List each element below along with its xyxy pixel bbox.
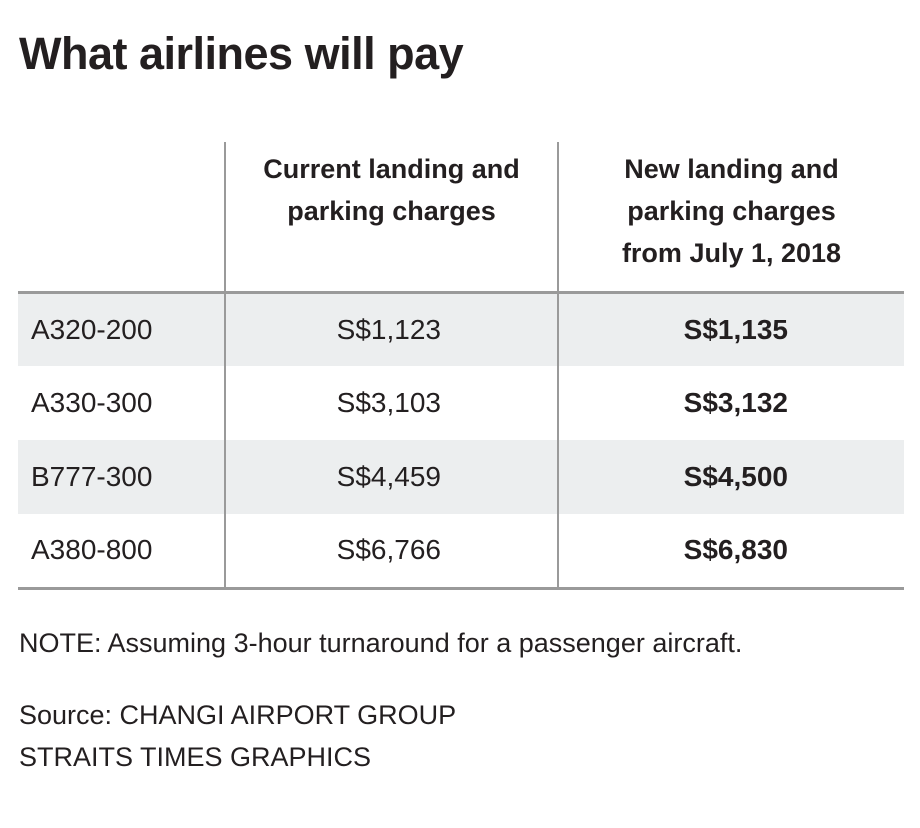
header-new-line-2: parking charges [627,196,836,226]
new-charge-cell: S$3,132 [557,366,904,440]
new-charge-cell: S$4,500 [557,440,904,514]
aircraft-cell: A380-800 [31,534,153,566]
source-credit: Source: CHANGI AIRPORT GROUP STRAITS TIM… [19,694,456,778]
table-row: A330-300 S$3,103 S$3,132 [18,366,904,440]
table-row: A320-200 S$1,123 S$1,135 [18,292,904,366]
header-current-line-1: Current landing and [263,154,520,184]
aircraft-cell: A330-300 [31,387,153,418]
current-charge-cell: S$3,103 [224,366,558,440]
header-current-charges: Current landing and parking charges [224,142,558,292]
header-current-line-2: parking charges [287,196,496,226]
new-charge-cell: S$6,830 [557,514,904,588]
aircraft-cell: B777-300 [31,461,153,492]
charges-table-container: Current landing and parking charges New … [18,142,904,590]
table-header: Current landing and parking charges New … [18,142,904,292]
header-row: Current landing and parking charges New … [18,142,904,292]
footnote: NOTE: Assuming 3-hour turnaround for a p… [19,628,743,658]
credit-line: STRAITS TIMES GRAPHICS [19,742,372,772]
table-row: A380-800 S$6,766 S$6,830 [18,514,904,588]
charges-table: Current landing and parking charges New … [18,142,904,590]
chart-title: What airlines will pay [19,28,464,79]
source-line: Source: CHANGI AIRPORT GROUP [19,700,457,730]
header-aircraft [18,142,225,292]
new-charge-cell: S$1,135 [557,292,904,366]
header-new-line-3: from July 1, 2018 [621,238,842,268]
table-body: A320-200 S$1,123 S$1,135 A330-300 S$3,10… [18,292,904,588]
current-charge-cell: S$6,766 [224,514,558,588]
header-new-line-1: New landing and [624,154,839,184]
header-new-charges: New landing and parking charges from Jul… [557,142,904,292]
current-charge-cell: S$4,459 [224,440,558,514]
current-charge-cell: S$1,123 [224,292,558,366]
table-row: B777-300 S$4,459 S$4,500 [18,440,904,514]
aircraft-cell: A320-200 [31,313,153,345]
